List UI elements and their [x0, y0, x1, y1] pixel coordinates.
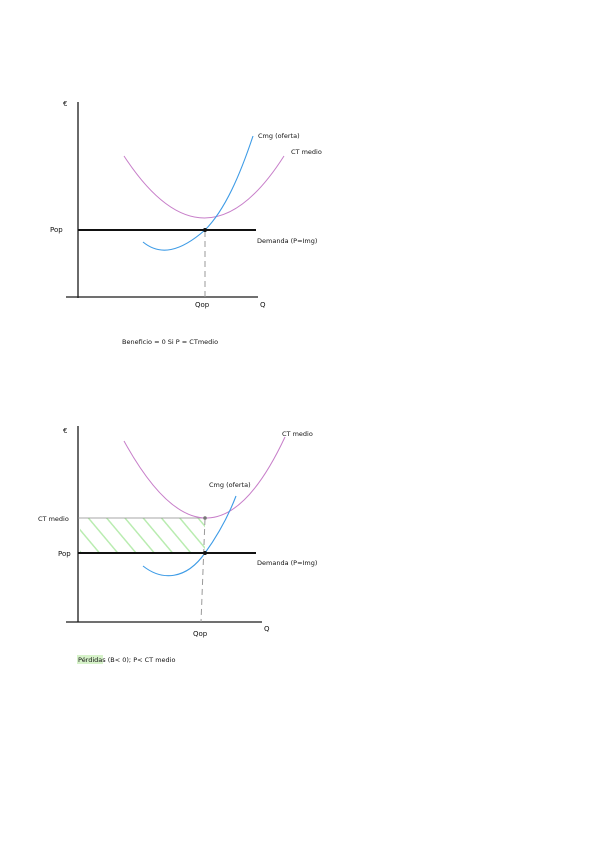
- equilibrium-point: [203, 551, 207, 555]
- cmg-curve: [142, 135, 254, 251]
- caption-highlight: Pérdidas: [78, 656, 106, 664]
- pop-label: Pop: [50, 226, 63, 234]
- ct-medio-curve: [123, 155, 285, 219]
- ct-medio-point: [203, 516, 207, 520]
- qop-label: Qop: [195, 301, 210, 309]
- caption-1: Beneficio = 0 Si P = CTmedio: [122, 338, 218, 346]
- caption-rest: (B< 0); P< CT medio: [106, 656, 176, 664]
- ct-medio-label: CT medio: [282, 430, 313, 438]
- ct-medio-level-label: CT medio: [38, 515, 69, 523]
- diagram-1: € Q Pop Qop Cmg (oferta) CT medio Demand…: [50, 100, 322, 346]
- pop-label: Pop: [58, 550, 71, 558]
- equilibrium-point: [203, 228, 207, 232]
- euro-symbol: €: [63, 427, 67, 435]
- diagram-2: € Q Pop CT medio Qop Cmg (oferta) CT med…: [38, 426, 317, 664]
- loss-area: [80, 518, 205, 553]
- ct-medio-label: CT medio: [291, 148, 322, 156]
- demand-label: Demanda (P=Img): [257, 237, 317, 245]
- qop-label: Qop: [193, 630, 208, 638]
- caption-highlight-bg: [77, 655, 103, 664]
- cmg-label: Cmg (oferta): [209, 481, 251, 489]
- qop-dashed-line: [200, 518, 206, 623]
- cmg-label: Cmg (oferta): [258, 132, 300, 140]
- euro-symbol: €: [63, 100, 67, 108]
- caption-2: Pérdidas (B< 0); P< CT medio: [78, 656, 175, 664]
- demand-label: Demanda (P=Img): [257, 559, 317, 567]
- q-axis-label: Q: [260, 301, 266, 309]
- q-axis-label: Q: [264, 625, 270, 633]
- ct-medio-curve: [123, 436, 286, 519]
